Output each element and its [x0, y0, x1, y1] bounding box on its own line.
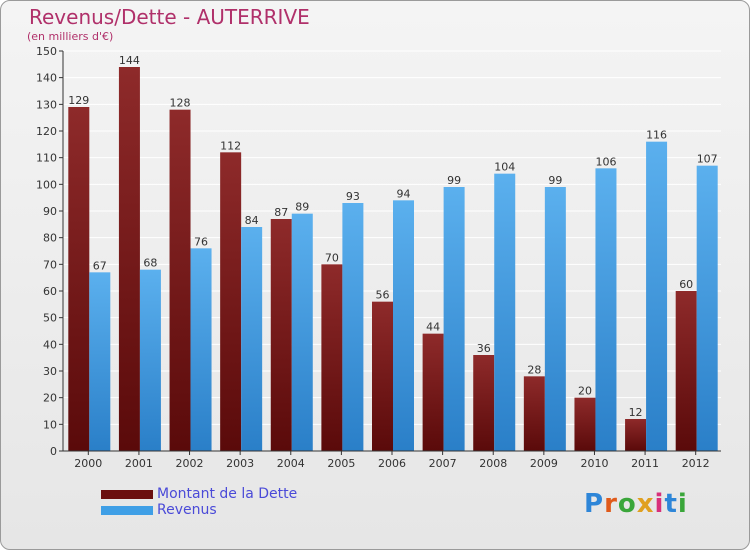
data-label: 67 [93, 259, 107, 272]
y-tick-label: 10 [43, 418, 57, 431]
data-label: 44 [426, 321, 440, 334]
bar-revenus [139, 269, 161, 451]
legend-label-dette: Montant de la Dette [157, 486, 298, 502]
x-tick-label: 2008 [479, 457, 507, 470]
data-label: 70 [325, 251, 339, 264]
data-label: 12 [629, 406, 643, 419]
bar-dette [118, 67, 140, 451]
y-tick-label: 50 [43, 312, 57, 325]
bars [68, 67, 718, 452]
bar-revenus [595, 168, 617, 452]
data-label: 106 [595, 155, 616, 168]
bar-dette [574, 397, 596, 451]
x-tick-label: 2004 [277, 457, 305, 470]
data-label: 116 [646, 129, 667, 142]
y-tick-label: 30 [43, 365, 57, 378]
data-label: 28 [527, 363, 541, 376]
data-label: 104 [494, 161, 515, 174]
bar-dette [372, 301, 393, 451]
chart-title: Revenus/Dette - AUTERRIVE [29, 5, 310, 29]
data-label: 93 [346, 190, 360, 203]
y-tick-label: 150 [36, 45, 57, 58]
bar-revenus [646, 141, 668, 451]
x-tick-label: 2010 [580, 457, 608, 470]
data-label: 76 [194, 235, 208, 248]
x-tick-label: 2011 [631, 457, 659, 470]
y-tick-label: 140 [36, 72, 57, 85]
x-tick-label: 2007 [429, 457, 457, 470]
bar-dette [422, 333, 444, 451]
data-label: 99 [548, 174, 562, 187]
data-label: 107 [697, 153, 718, 166]
proxiti-logo: Proxiti [584, 489, 688, 519]
y-tick-label: 110 [36, 152, 57, 165]
x-tick-label: 2000 [74, 457, 102, 470]
data-label: 99 [447, 174, 461, 187]
y-tick-label: 40 [43, 338, 57, 351]
bar-dette [169, 109, 191, 452]
data-label: 89 [295, 201, 309, 214]
data-label: 112 [220, 139, 241, 152]
y-tick-label: 90 [43, 205, 57, 218]
data-label: 68 [143, 257, 157, 270]
bar-revenus [544, 187, 566, 451]
bar-dette [675, 291, 697, 451]
data-label: 87 [274, 206, 288, 219]
x-tick-label: 2002 [176, 457, 204, 470]
x-tick-label: 2006 [378, 457, 406, 470]
axes: 0 10 20 30 40 50 60 70 80 90 100 110 120 130 140 150 200… [36, 45, 721, 470]
bar-dette [625, 419, 647, 451]
bar-dette [473, 355, 495, 451]
bar-dette [220, 152, 242, 452]
data-label: 94 [397, 187, 411, 200]
x-tick-label: 2009 [530, 457, 558, 470]
bar-dette [321, 264, 343, 451]
bar-revenus [190, 248, 212, 451]
x-tick-label: 2012 [682, 457, 710, 470]
bar-revenus [443, 187, 465, 451]
data-label: 56 [376, 289, 390, 302]
data-label: 129 [68, 94, 89, 107]
bar-revenus [696, 165, 718, 451]
y-tick-label: 80 [43, 232, 57, 245]
y-tick-label: 100 [36, 178, 57, 191]
y-tick-label: 120 [36, 125, 57, 138]
data-label: 144 [119, 54, 140, 67]
data-label: 84 [245, 214, 259, 227]
legend-swatch-revenus [101, 506, 153, 515]
bar-revenus [494, 173, 516, 451]
legend-label-revenus: Revenus [157, 502, 217, 518]
bar-revenus [89, 272, 111, 451]
data-label: 36 [477, 342, 491, 355]
x-tick-label: 2003 [226, 457, 254, 470]
y-tick-label: 60 [43, 285, 57, 298]
data-labels: 129 67 144 68 128 76 112 84 87 89 70 93 56 94 44 99 36 10… [68, 54, 717, 419]
legend-swatch-dette [101, 490, 153, 499]
y-tick-label: 70 [43, 258, 57, 271]
bar-dette [270, 219, 292, 451]
y-tick-label: 130 [36, 98, 57, 111]
data-label: 60 [679, 278, 693, 291]
bar-revenus [241, 227, 263, 451]
bar-revenus [342, 203, 364, 451]
bar-dette [523, 376, 545, 451]
data-label: 20 [578, 385, 592, 398]
y-tick-label: 0 [50, 445, 57, 458]
y-tick-label: 20 [43, 392, 57, 405]
x-tick-label: 2005 [327, 457, 355, 470]
data-label: 128 [170, 97, 191, 110]
bar-revenus [393, 200, 414, 451]
bar-revenus [291, 213, 313, 451]
chart-subtitle: (en milliers d'€) [27, 30, 114, 43]
bar-dette [68, 107, 90, 451]
x-tick-label: 2001 [125, 457, 153, 470]
